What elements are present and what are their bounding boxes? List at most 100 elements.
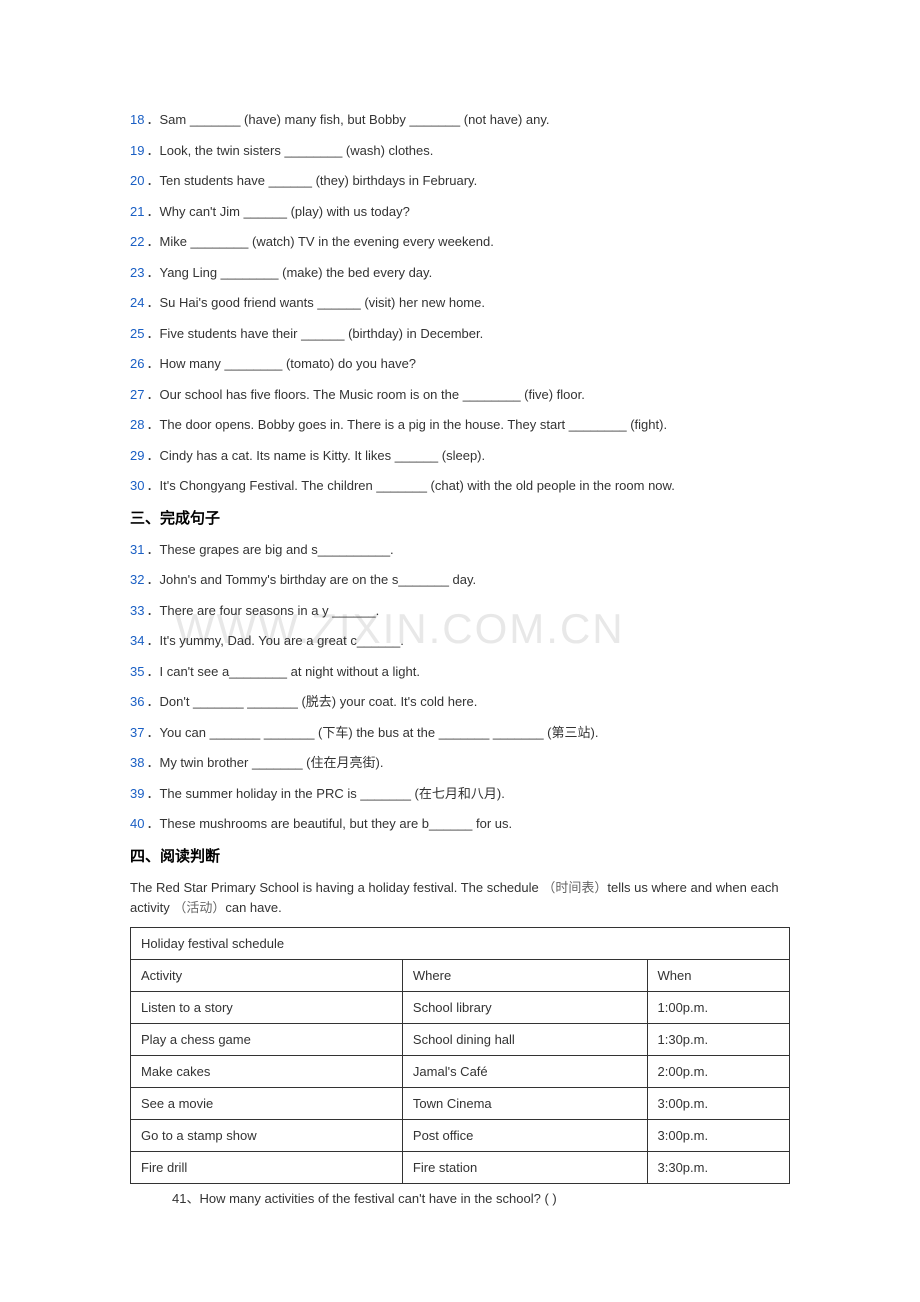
reading-intro: The Red Star Primary School is having a … bbox=[130, 878, 790, 920]
questions-complete-section: 31．These grapes are big and s__________.… bbox=[130, 540, 790, 834]
qtext: Why can't Jim ______ (play) with us toda… bbox=[159, 204, 409, 219]
qnum: 25 bbox=[130, 326, 144, 341]
cell-when: 2:00p.m. bbox=[647, 1056, 790, 1088]
qnum: 19 bbox=[130, 143, 144, 158]
question-20: 20．Ten students have ______ (they) birth… bbox=[130, 171, 790, 191]
header-activity: Activity bbox=[131, 960, 403, 992]
qtext: Cindy has a cat. Its name is Kitty. It l… bbox=[159, 448, 485, 463]
qnum: 26 bbox=[130, 356, 144, 371]
table-row: Listen to a story School library 1:00p.m… bbox=[131, 992, 790, 1024]
qnum: 28 bbox=[130, 417, 144, 432]
question-27: 27．Our school has five floors. The Music… bbox=[130, 385, 790, 405]
qnum: 39 bbox=[130, 786, 144, 801]
qnum: 37 bbox=[130, 725, 144, 740]
question-36: 36．Don't _______ _______ (脱去) your coat.… bbox=[130, 692, 790, 712]
question-31: 31．These grapes are big and s__________. bbox=[130, 540, 790, 560]
qtext: Yang Ling ________ (make) the bed every … bbox=[159, 265, 432, 280]
question-25: 25．Five students have their ______ (birt… bbox=[130, 324, 790, 344]
qnum: 21 bbox=[130, 204, 144, 219]
question-33: 33．There are four seasons in a y ______. bbox=[130, 601, 790, 621]
cell-activity: See a movie bbox=[131, 1088, 403, 1120]
question-26: 26．How many ________ (tomato) do you hav… bbox=[130, 354, 790, 374]
qnum: 40 bbox=[130, 816, 144, 831]
cell-activity: Play a chess game bbox=[131, 1024, 403, 1056]
qnum: 35 bbox=[130, 664, 144, 679]
table-header-row: Activity Where When bbox=[131, 960, 790, 992]
qnum: 20 bbox=[130, 173, 144, 188]
question-18: 18．Sam _______ (have) many fish, but Bob… bbox=[130, 110, 790, 130]
intro-cn2: （活动） bbox=[173, 900, 225, 915]
qtext: Sam _______ (have) many fish, but Bobby … bbox=[159, 112, 549, 127]
qnum: 38 bbox=[130, 755, 144, 770]
cell-where: Fire station bbox=[402, 1152, 647, 1184]
qnum: 27 bbox=[130, 387, 144, 402]
questions-fill-section: 18．Sam _______ (have) many fish, but Bob… bbox=[130, 110, 790, 496]
cell-activity: Fire drill bbox=[131, 1152, 403, 1184]
cell-activity: Listen to a story bbox=[131, 992, 403, 1024]
qnum: 18 bbox=[130, 112, 144, 127]
schedule-table: Holiday festival schedule Activity Where… bbox=[130, 927, 790, 1184]
question-35: 35．I can't see a________ at night withou… bbox=[130, 662, 790, 682]
qtext: Don't _______ _______ (脱去) your coat. It… bbox=[159, 694, 477, 709]
question-39: 39．The summer holiday in the PRC is ____… bbox=[130, 784, 790, 804]
qnum: 24 bbox=[130, 295, 144, 310]
cell-activity: Go to a stamp show bbox=[131, 1120, 403, 1152]
cell-where: School dining hall bbox=[402, 1024, 647, 1056]
qnum: 31 bbox=[130, 542, 144, 557]
qtext: Su Hai's good friend wants ______ (visit… bbox=[159, 295, 485, 310]
qtext: How many ________ (tomato) do you have? bbox=[159, 356, 416, 371]
intro-cn1: （时间表） bbox=[542, 880, 607, 895]
table-row: Play a chess game School dining hall 1:3… bbox=[131, 1024, 790, 1056]
cell-where: Town Cinema bbox=[402, 1088, 647, 1120]
cell-where: School library bbox=[402, 992, 647, 1024]
section3-title: 三、完成句子 bbox=[130, 507, 790, 528]
question-19: 19．Look, the twin sisters ________ (wash… bbox=[130, 141, 790, 161]
cell-activity: Make cakes bbox=[131, 1056, 403, 1088]
intro-part1: The Red Star Primary School is having a … bbox=[130, 880, 542, 895]
table-title-row: Holiday festival schedule bbox=[131, 928, 790, 960]
question-24: 24．Su Hai's good friend wants ______ (vi… bbox=[130, 293, 790, 313]
qtext: It's Chongyang Festival. The children __… bbox=[159, 478, 674, 493]
qtext: There are four seasons in a y ______. bbox=[159, 603, 379, 618]
qtext: My twin brother _______ (住在月亮街). bbox=[159, 755, 383, 770]
cell-when: 1:30p.m. bbox=[647, 1024, 790, 1056]
qtext: Five students have their ______ (birthda… bbox=[159, 326, 483, 341]
qnum: 29 bbox=[130, 448, 144, 463]
qnum: 22 bbox=[130, 234, 144, 249]
cell-when: 3:00p.m. bbox=[647, 1088, 790, 1120]
qtext: The door opens. Bobby goes in. There is … bbox=[159, 417, 667, 432]
qtext: These grapes are big and s__________. bbox=[159, 542, 393, 557]
table-row: See a movie Town Cinema 3:00p.m. bbox=[131, 1088, 790, 1120]
qnum: 36 bbox=[130, 694, 144, 709]
qtext: You can _______ _______ (下车) the bus at … bbox=[159, 725, 598, 740]
question-32: 32．John's and Tommy's birthday are on th… bbox=[130, 570, 790, 590]
question-21: 21．Why can't Jim ______ (play) with us t… bbox=[130, 202, 790, 222]
qtext: John's and Tommy's birthday are on the s… bbox=[159, 572, 476, 587]
question-28: 28．The door opens. Bobby goes in. There … bbox=[130, 415, 790, 435]
table-row: Fire drill Fire station 3:30p.m. bbox=[131, 1152, 790, 1184]
cell-when: 3:00p.m. bbox=[647, 1120, 790, 1152]
qnum: 34 bbox=[130, 633, 144, 648]
cell-where: Jamal's Café bbox=[402, 1056, 647, 1088]
question-41: 41、How many activities of the festival c… bbox=[130, 1188, 790, 1207]
question-40: 40．These mushrooms are beautiful, but th… bbox=[130, 814, 790, 834]
qtext: Our school has five floors. The Music ro… bbox=[159, 387, 584, 402]
qtext: Mike ________ (watch) TV in the evening … bbox=[159, 234, 493, 249]
cell-where: Post office bbox=[402, 1120, 647, 1152]
intro-part3: can have. bbox=[225, 900, 281, 915]
qtext: Ten students have ______ (they) birthday… bbox=[159, 173, 477, 188]
table-row: Go to a stamp show Post office 3:00p.m. bbox=[131, 1120, 790, 1152]
question-38: 38．My twin brother _______ (住在月亮街). bbox=[130, 753, 790, 773]
question-30: 30．It's Chongyang Festival. The children… bbox=[130, 476, 790, 496]
cell-when: 3:30p.m. bbox=[647, 1152, 790, 1184]
table-row: Make cakes Jamal's Café 2:00p.m. bbox=[131, 1056, 790, 1088]
qnum: 30 bbox=[130, 478, 144, 493]
section4-title: 四、阅读判断 bbox=[130, 845, 790, 866]
table-title: Holiday festival schedule bbox=[131, 928, 790, 960]
question-22: 22．Mike ________ (watch) TV in the eveni… bbox=[130, 232, 790, 252]
header-where: Where bbox=[402, 960, 647, 992]
qtext: I can't see a________ at night without a… bbox=[159, 664, 420, 679]
qnum: 23 bbox=[130, 265, 144, 280]
qtext: Look, the twin sisters ________ (wash) c… bbox=[159, 143, 433, 158]
question-23: 23．Yang Ling ________ (make) the bed eve… bbox=[130, 263, 790, 283]
